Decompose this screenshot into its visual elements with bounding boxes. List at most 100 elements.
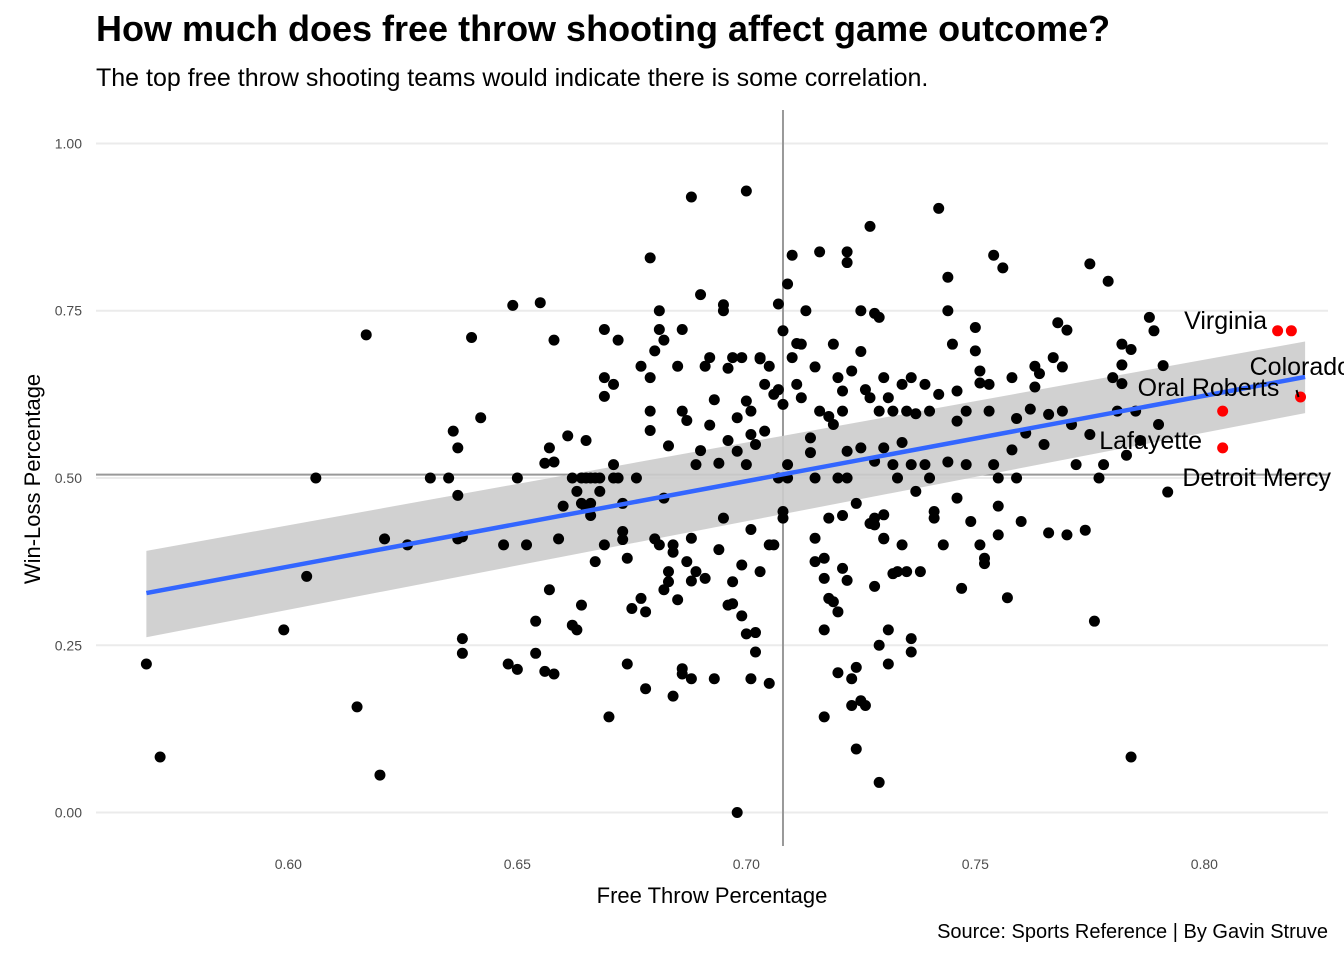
data-point (960, 459, 972, 471)
data-point (777, 512, 789, 524)
data-point (1024, 403, 1036, 415)
data-point (745, 405, 757, 417)
data-point (1061, 529, 1073, 541)
data-point (855, 346, 867, 358)
data-point (979, 558, 991, 570)
data-point (676, 668, 688, 680)
data-point (914, 566, 926, 578)
data-point (662, 576, 674, 588)
data-point (621, 658, 633, 670)
data-point (708, 394, 720, 406)
data-point (823, 512, 835, 524)
data-point (804, 447, 816, 459)
data-point (1162, 486, 1174, 498)
data-point (608, 459, 620, 471)
data-point (846, 673, 858, 685)
data-point (557, 500, 569, 512)
data-point (988, 249, 1000, 261)
data-point (511, 472, 523, 484)
data-point (933, 388, 945, 400)
highlighted-points (1217, 325, 1307, 454)
data-point (864, 220, 876, 232)
data-point (351, 701, 363, 713)
data-point (750, 439, 762, 451)
data-point (1153, 418, 1165, 430)
data-point (676, 323, 688, 335)
data-point (498, 539, 510, 551)
data-point (571, 624, 583, 636)
data-point (745, 524, 757, 536)
data-point (937, 539, 949, 551)
data-point (511, 663, 523, 675)
data-point (795, 392, 807, 404)
data-point (695, 289, 707, 301)
data-point (777, 398, 789, 410)
data-point (1084, 258, 1096, 270)
data-point (374, 769, 386, 781)
data-point (763, 360, 775, 372)
data-point (1084, 429, 1096, 441)
data-point (571, 485, 583, 497)
data-point (983, 405, 995, 417)
data-point (443, 472, 455, 484)
data-point (690, 566, 702, 578)
data-point (521, 539, 533, 551)
data-point (589, 556, 601, 568)
data-point (360, 329, 372, 341)
data-point (736, 559, 748, 571)
y-tick-label: 0.50 (55, 470, 82, 486)
data-point (837, 405, 849, 417)
data-point (1088, 615, 1100, 627)
confidence-band-area (146, 341, 1306, 638)
y-tick-label: 0.75 (55, 303, 82, 319)
data-point (832, 606, 844, 618)
data-point (695, 445, 707, 457)
data-point (910, 485, 922, 497)
data-point (672, 360, 684, 372)
data-point (873, 776, 885, 788)
data-point (869, 512, 881, 524)
data-point (1107, 372, 1119, 384)
data-point (708, 673, 720, 685)
data-point (667, 690, 679, 702)
data-point (1029, 381, 1041, 393)
data-point (841, 257, 853, 269)
data-point (676, 405, 688, 417)
data-point (772, 384, 784, 396)
data-point (896, 378, 908, 390)
data-point (864, 392, 876, 404)
data-point (722, 435, 734, 447)
data-point (603, 711, 615, 723)
data-point (1125, 344, 1137, 356)
data-point (969, 345, 981, 357)
data-point (580, 435, 592, 447)
data-point (626, 602, 638, 614)
data-point (722, 362, 734, 374)
data-point (956, 582, 968, 594)
data-point (640, 683, 652, 695)
x-tick-labels: 0.60 0.65 0.70 0.75 0.80 (275, 856, 1218, 872)
data-point (740, 459, 752, 471)
data-point (644, 405, 656, 417)
data-point (891, 566, 903, 578)
data-point (662, 440, 674, 452)
data-point (598, 323, 610, 335)
data-point (992, 529, 1004, 541)
data-point (951, 385, 963, 397)
data-point (859, 699, 871, 711)
data-point (1134, 435, 1146, 447)
highlight-point (1285, 325, 1297, 337)
data-point (1120, 449, 1132, 461)
data-point (553, 533, 565, 545)
data-point (543, 584, 555, 596)
data-point (933, 202, 945, 214)
data-point (635, 360, 647, 372)
data-point (1043, 408, 1055, 420)
data-point (1011, 472, 1023, 484)
data-point (672, 594, 684, 606)
data-point (310, 472, 322, 484)
data-point (855, 305, 867, 317)
data-point (1033, 368, 1045, 380)
data-point (1038, 439, 1050, 451)
